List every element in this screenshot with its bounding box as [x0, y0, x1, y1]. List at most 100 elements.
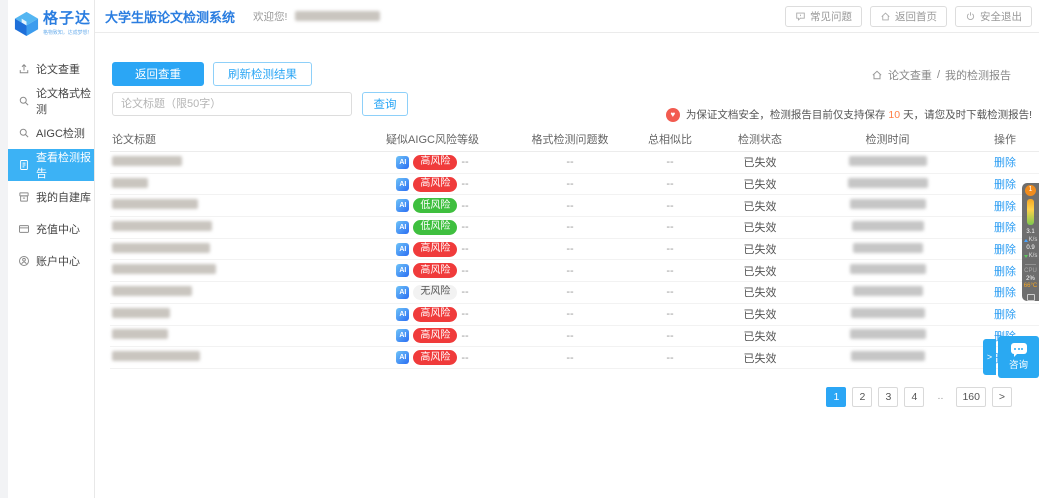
paper-title-search-input[interactable] [112, 92, 352, 116]
column-header: 格式检测问题数 [531, 133, 609, 146]
status-cell: 已失效 [743, 222, 777, 235]
aigc-risk-cell: AI 无风险 -- [350, 284, 515, 300]
topbar-action-home[interactable]: 返回首页 [870, 5, 947, 27]
chat-expand-tab[interactable]: > [983, 339, 996, 375]
table-row: AI 无风险 -- -- -- 已失效 删除 [110, 282, 1039, 304]
paper-title-cell [110, 285, 350, 299]
risk-suffix: -- [461, 199, 469, 212]
paper-title-cell [110, 177, 350, 191]
ai-icon: AI [396, 242, 410, 256]
risk-suffix: -- [461, 264, 469, 277]
delete-link[interactable]: 删除 [994, 179, 1016, 192]
sidebar-item-4[interactable]: 查看检测报告 [8, 149, 94, 181]
time-redacted [851, 220, 924, 231]
risk-suffix: -- [461, 243, 469, 256]
sidebar-item-7[interactable]: 账户中心 [8, 245, 94, 277]
screenshot-icon[interactable] [1026, 293, 1035, 301]
similarity-cell: -- [666, 156, 674, 169]
format-issues-cell: -- [566, 351, 574, 364]
sidebar-item-1[interactable]: 论文查重 [8, 53, 94, 85]
delete-link[interactable]: 删除 [994, 200, 1016, 213]
breadcrumb-root[interactable]: 论文查重 [887, 70, 932, 82]
sidebar-menu: 论文查重 论文格式检测 AIGC检测查看检测报告 我的自建库充值中心账户中心 [8, 53, 94, 277]
ai-icon: AI [396, 329, 410, 343]
pagination-page-3[interactable]: 3 [878, 387, 899, 407]
download-speed: 0.9 K/s [1023, 245, 1037, 260]
pagination-next[interactable]: > [992, 387, 1012, 407]
table-row: AI 低风险 -- -- -- 已失效 删除 [110, 217, 1039, 239]
aigc-risk-cell: AI 高风险 -- [350, 176, 515, 192]
ai-icon: AI [396, 264, 410, 278]
back-to-check-button[interactable]: 返回查重 [112, 62, 204, 86]
pagination: 1 2 3 4.. 160 > [826, 387, 1012, 407]
home-icon [880, 11, 891, 22]
delete-link[interactable]: 删除 [994, 244, 1016, 257]
sidebar-item-2[interactable]: 论文格式检测 [8, 85, 94, 117]
question-bubble-icon [795, 11, 806, 22]
logo-text: 格子达 [43, 10, 92, 27]
delete-link[interactable]: 删除 [994, 287, 1016, 300]
pagination-page-160[interactable]: 160 [956, 387, 986, 407]
column-header: 疑似AIGC风险等级 [386, 133, 479, 146]
usage-gradient-bar [1027, 199, 1034, 225]
delete-link[interactable]: 删除 [994, 157, 1016, 170]
toolbar: 返回查重 刷新检测结果 [112, 62, 312, 86]
search-icon [18, 127, 30, 139]
risk-badge: 低风险 [413, 219, 458, 235]
format-issues-cell: -- [566, 199, 574, 212]
risk-badge: 高风险 [413, 154, 458, 170]
risk-badge: 无风险 [413, 284, 458, 300]
consult-label: 咨询 [1008, 360, 1028, 371]
sidebar-item-3[interactable]: AIGC检测 [8, 117, 94, 149]
risk-badge: 高风险 [413, 241, 458, 257]
delete-link[interactable]: 删除 [994, 309, 1016, 322]
ai-icon: AI [396, 307, 410, 321]
cpu-temperature: 66°C [1023, 283, 1038, 289]
topbar-action-power[interactable]: 安全退出 [955, 5, 1032, 27]
aigc-risk-cell: AI 高风险 -- [350, 154, 515, 170]
time-redacted [849, 264, 926, 275]
action-cell: 删除 [970, 263, 1039, 279]
pagination-page-1[interactable]: 1 [826, 387, 847, 407]
pagination-page-4[interactable]: 4 [904, 387, 925, 407]
left-gutter [0, 0, 8, 498]
risk-suffix: -- [461, 286, 469, 299]
status-cell: 已失效 [743, 265, 777, 278]
notice-days: 10 [888, 109, 901, 121]
format-issues-cell: -- [566, 178, 574, 191]
aigc-risk-cell: AI 高风险 -- [350, 306, 515, 322]
delete-link[interactable]: 删除 [994, 222, 1016, 235]
refresh-results-button[interactable]: 刷新检测结果 [213, 62, 312, 86]
column-header: 检测状态 [738, 133, 782, 146]
sidebar-item-label: 充值中心 [36, 224, 80, 236]
time-cell [805, 242, 970, 256]
sidebar-item-label: 查看检测报告 [36, 152, 91, 180]
topbar-action-question-bubble[interactable]: 常见问题 [785, 5, 862, 27]
table-header-row: 论文标题 疑似AIGC风险等级 格式检测问题数 总相似比 检测状态 检测时间 操作 [110, 126, 1039, 152]
status-cell: 已失效 [743, 287, 777, 300]
search-bar: 查询 [112, 92, 408, 116]
consult-button[interactable]: 咨询 [998, 336, 1039, 378]
logo-cube-icon [14, 11, 39, 37]
paper-title-cell [110, 329, 350, 342]
username-redacted [295, 11, 381, 21]
pagination-page-2[interactable]: 2 [852, 387, 873, 407]
report-icon [18, 159, 30, 171]
chat-bubble-icon [1010, 343, 1027, 357]
similarity-cell: -- [666, 264, 674, 277]
home-icon [871, 69, 883, 81]
delete-link[interactable]: 删除 [994, 265, 1016, 278]
welcome-text: 欢迎您! [253, 10, 288, 23]
paper-title-redacted [112, 307, 170, 318]
time-cell [805, 307, 970, 321]
sidebar-item-6[interactable]: 充值中心 [8, 213, 94, 245]
power-icon [965, 11, 976, 22]
action-cell: 删除 [970, 219, 1039, 235]
sidebar-item-5[interactable]: 我的自建库 [8, 181, 94, 213]
risk-badge: 高风险 [413, 176, 458, 192]
paper-title-cell [110, 242, 350, 256]
query-button[interactable]: 查询 [362, 92, 408, 116]
